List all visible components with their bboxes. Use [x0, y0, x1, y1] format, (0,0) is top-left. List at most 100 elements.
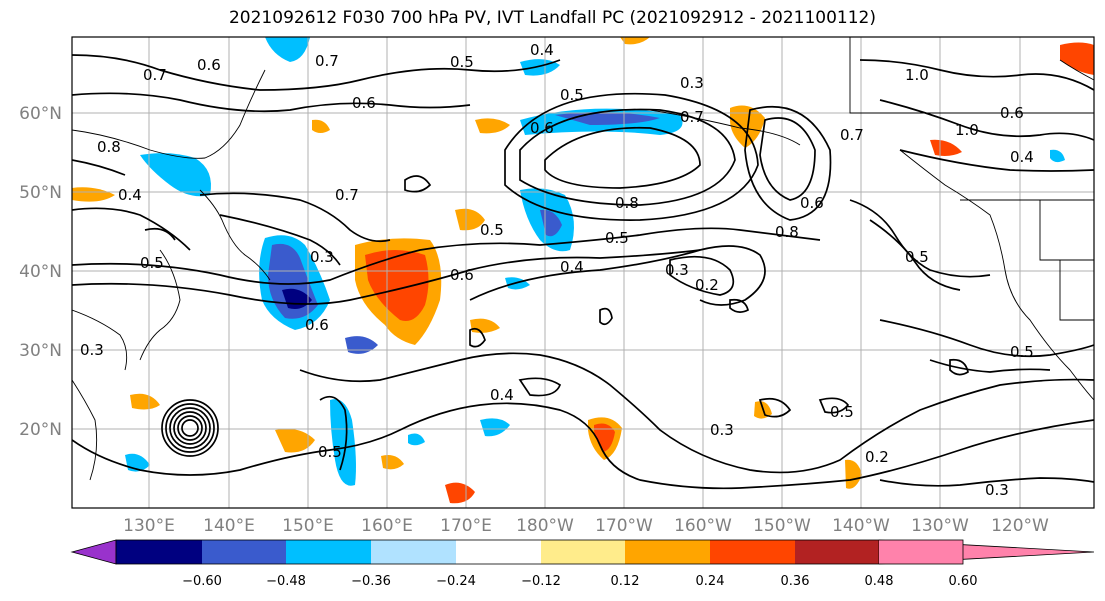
- contour-label: 0.8: [615, 194, 639, 212]
- latitude-axis: 60°N 50°N 40°N 30°N 20°N: [19, 104, 62, 440]
- lat-tick-label: 20°N: [19, 420, 62, 440]
- contour-label: 0.3: [985, 481, 1009, 499]
- longitude-axis: 130°E 140°E 150°E 160°E 170°E 180°W 170°…: [123, 516, 1049, 536]
- contour-label: 0.8: [97, 138, 121, 156]
- contour-label: 0.5: [1010, 343, 1034, 361]
- lat-tick-label: 30°N: [19, 341, 62, 361]
- lon-tick-label: 170°W: [595, 516, 653, 536]
- negative-anomaly-region: [265, 37, 310, 62]
- positive-anomaly-region: [365, 250, 429, 321]
- colorbar-tick-label: 0.60: [949, 574, 978, 589]
- contour-label: 0.5: [140, 254, 164, 272]
- colorbar-segment: [286, 540, 371, 564]
- positive-anomaly-region: [620, 37, 650, 45]
- positive-anomaly-region: [475, 118, 510, 134]
- positive-anomaly-region: [275, 428, 315, 453]
- colorbar-segment: [456, 540, 541, 564]
- contour-label: 0.5: [450, 53, 474, 71]
- map-frame: [71, 36, 1095, 509]
- positive-anomaly-region: [381, 455, 404, 470]
- colorbar-tick-label: −0.24: [436, 574, 476, 589]
- contour-label: 0.6: [305, 316, 329, 334]
- lon-tick-label: 160°E: [361, 516, 413, 536]
- positive-anomaly-region: [130, 393, 160, 410]
- contour-label: 0.6: [197, 56, 221, 74]
- colorbar-tick-label: −0.60: [182, 574, 222, 589]
- contour-label: 0.3: [680, 74, 704, 92]
- colorbar-tick-label: 0.12: [611, 574, 640, 589]
- positive-anomaly-region: [445, 482, 475, 504]
- contour-label: 0.3: [310, 248, 334, 266]
- colorbar-segment: [541, 540, 625, 564]
- contour-label: 0.7: [335, 186, 359, 204]
- lat-tick-label: 60°N: [19, 104, 62, 124]
- colorbar-tick-label: 0.24: [696, 574, 725, 589]
- contour-label: 0.7: [840, 126, 864, 144]
- contour-label: 0.2: [865, 448, 889, 466]
- colorbar: −0.60 −0.48 −0.36 −0.24 −0.12 0.12 0.24 …: [70, 539, 1095, 589]
- negative-anomaly-region: [140, 153, 211, 197]
- lon-tick-label: 120°W: [991, 516, 1049, 536]
- contour-label: 0.6: [450, 266, 474, 284]
- lon-tick-label: 160°W: [674, 516, 732, 536]
- contour-label: 0.7: [680, 108, 704, 126]
- colorbar-segment: [371, 540, 456, 564]
- positive-anomaly-region: [845, 459, 862, 489]
- contour-label: 0.6: [530, 119, 554, 137]
- lat-tick-label: 40°N: [19, 262, 62, 282]
- contour-label: 0.5: [480, 221, 504, 239]
- contour-label: 1.0: [955, 121, 979, 139]
- contour-label: 0.6: [1000, 104, 1024, 122]
- contour-label: 0.5: [318, 443, 342, 461]
- positive-anomaly-region: [312, 119, 330, 133]
- contour-label: 0.3: [710, 421, 734, 439]
- positive-anomaly-region: [1060, 42, 1094, 75]
- colorbar-segment: [625, 540, 710, 564]
- colorbar-tick-label: −0.12: [521, 574, 561, 589]
- contour-label: 0.6: [352, 94, 376, 112]
- positive-anomaly-region: [72, 187, 115, 202]
- contour-label: 0.5: [560, 86, 584, 104]
- colorbar-segment: [879, 540, 963, 564]
- map-title: 2021092612 F030 700 hPa PV, IVT Landfall…: [228, 8, 876, 28]
- colorbar-segment: [202, 540, 286, 564]
- pv-contours: [72, 54, 1094, 490]
- colorbar-segment: [710, 540, 795, 564]
- lon-tick-label: 170°E: [440, 516, 492, 536]
- colorbar-segment: [795, 540, 879, 564]
- contour-label: 1.0: [905, 66, 929, 84]
- colorbar-tick-label: 0.36: [781, 574, 810, 589]
- lon-tick-label: 130°W: [911, 516, 969, 536]
- contour-labels: 0.7 0.6 0.7 0.5 0.4 0.3 0.6 0.5 0.6 0.7 …: [80, 41, 1034, 499]
- colorbar-frame: [115, 539, 964, 565]
- negative-anomaly-region: [345, 336, 378, 354]
- contour-label: 0.6: [800, 194, 824, 212]
- contour-label: 0.7: [143, 66, 167, 84]
- colorbar-tick-label: −0.36: [351, 574, 391, 589]
- lon-tick-label: 140°E: [203, 516, 255, 536]
- contour-label: 0.4: [560, 258, 584, 276]
- contour-label: 0.4: [530, 41, 554, 59]
- contour-label: 0.5: [605, 229, 629, 247]
- negative-anomaly-region: [505, 277, 530, 290]
- negative-anomaly-region: [408, 433, 425, 446]
- lon-tick-label: 130°E: [123, 516, 175, 536]
- positive-anomaly-region: [930, 139, 962, 156]
- lon-tick-label: 150°E: [282, 516, 334, 536]
- lon-tick-label: 150°W: [753, 516, 811, 536]
- contour-label: 0.7: [315, 52, 339, 70]
- contour-label: 0.4: [1010, 148, 1034, 166]
- colorbar-min-extension: [70, 539, 117, 565]
- colorbar-tick-label: −0.48: [266, 574, 306, 589]
- contour-label: 0.5: [830, 403, 854, 421]
- negative-anomaly-region: [330, 399, 356, 486]
- positive-anomaly-region: [455, 208, 485, 231]
- lon-tick-label: 140°W: [832, 516, 890, 536]
- contour-label: 0.8: [775, 223, 799, 241]
- lat-tick-label: 50°N: [19, 183, 62, 203]
- coastlines: [72, 37, 1094, 481]
- contour-label: 0.3: [80, 341, 104, 359]
- contour-label: 0.4: [118, 186, 142, 204]
- colorbar-segment: [116, 540, 202, 564]
